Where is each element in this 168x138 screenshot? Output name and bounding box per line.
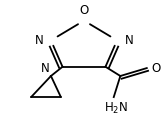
Text: $\mathregular{H_2N}$: $\mathregular{H_2N}$: [104, 101, 128, 116]
Text: O: O: [152, 62, 161, 75]
Text: O: O: [79, 4, 89, 17]
Text: N: N: [40, 62, 49, 75]
Text: N: N: [124, 34, 133, 47]
Text: N: N: [35, 34, 44, 47]
